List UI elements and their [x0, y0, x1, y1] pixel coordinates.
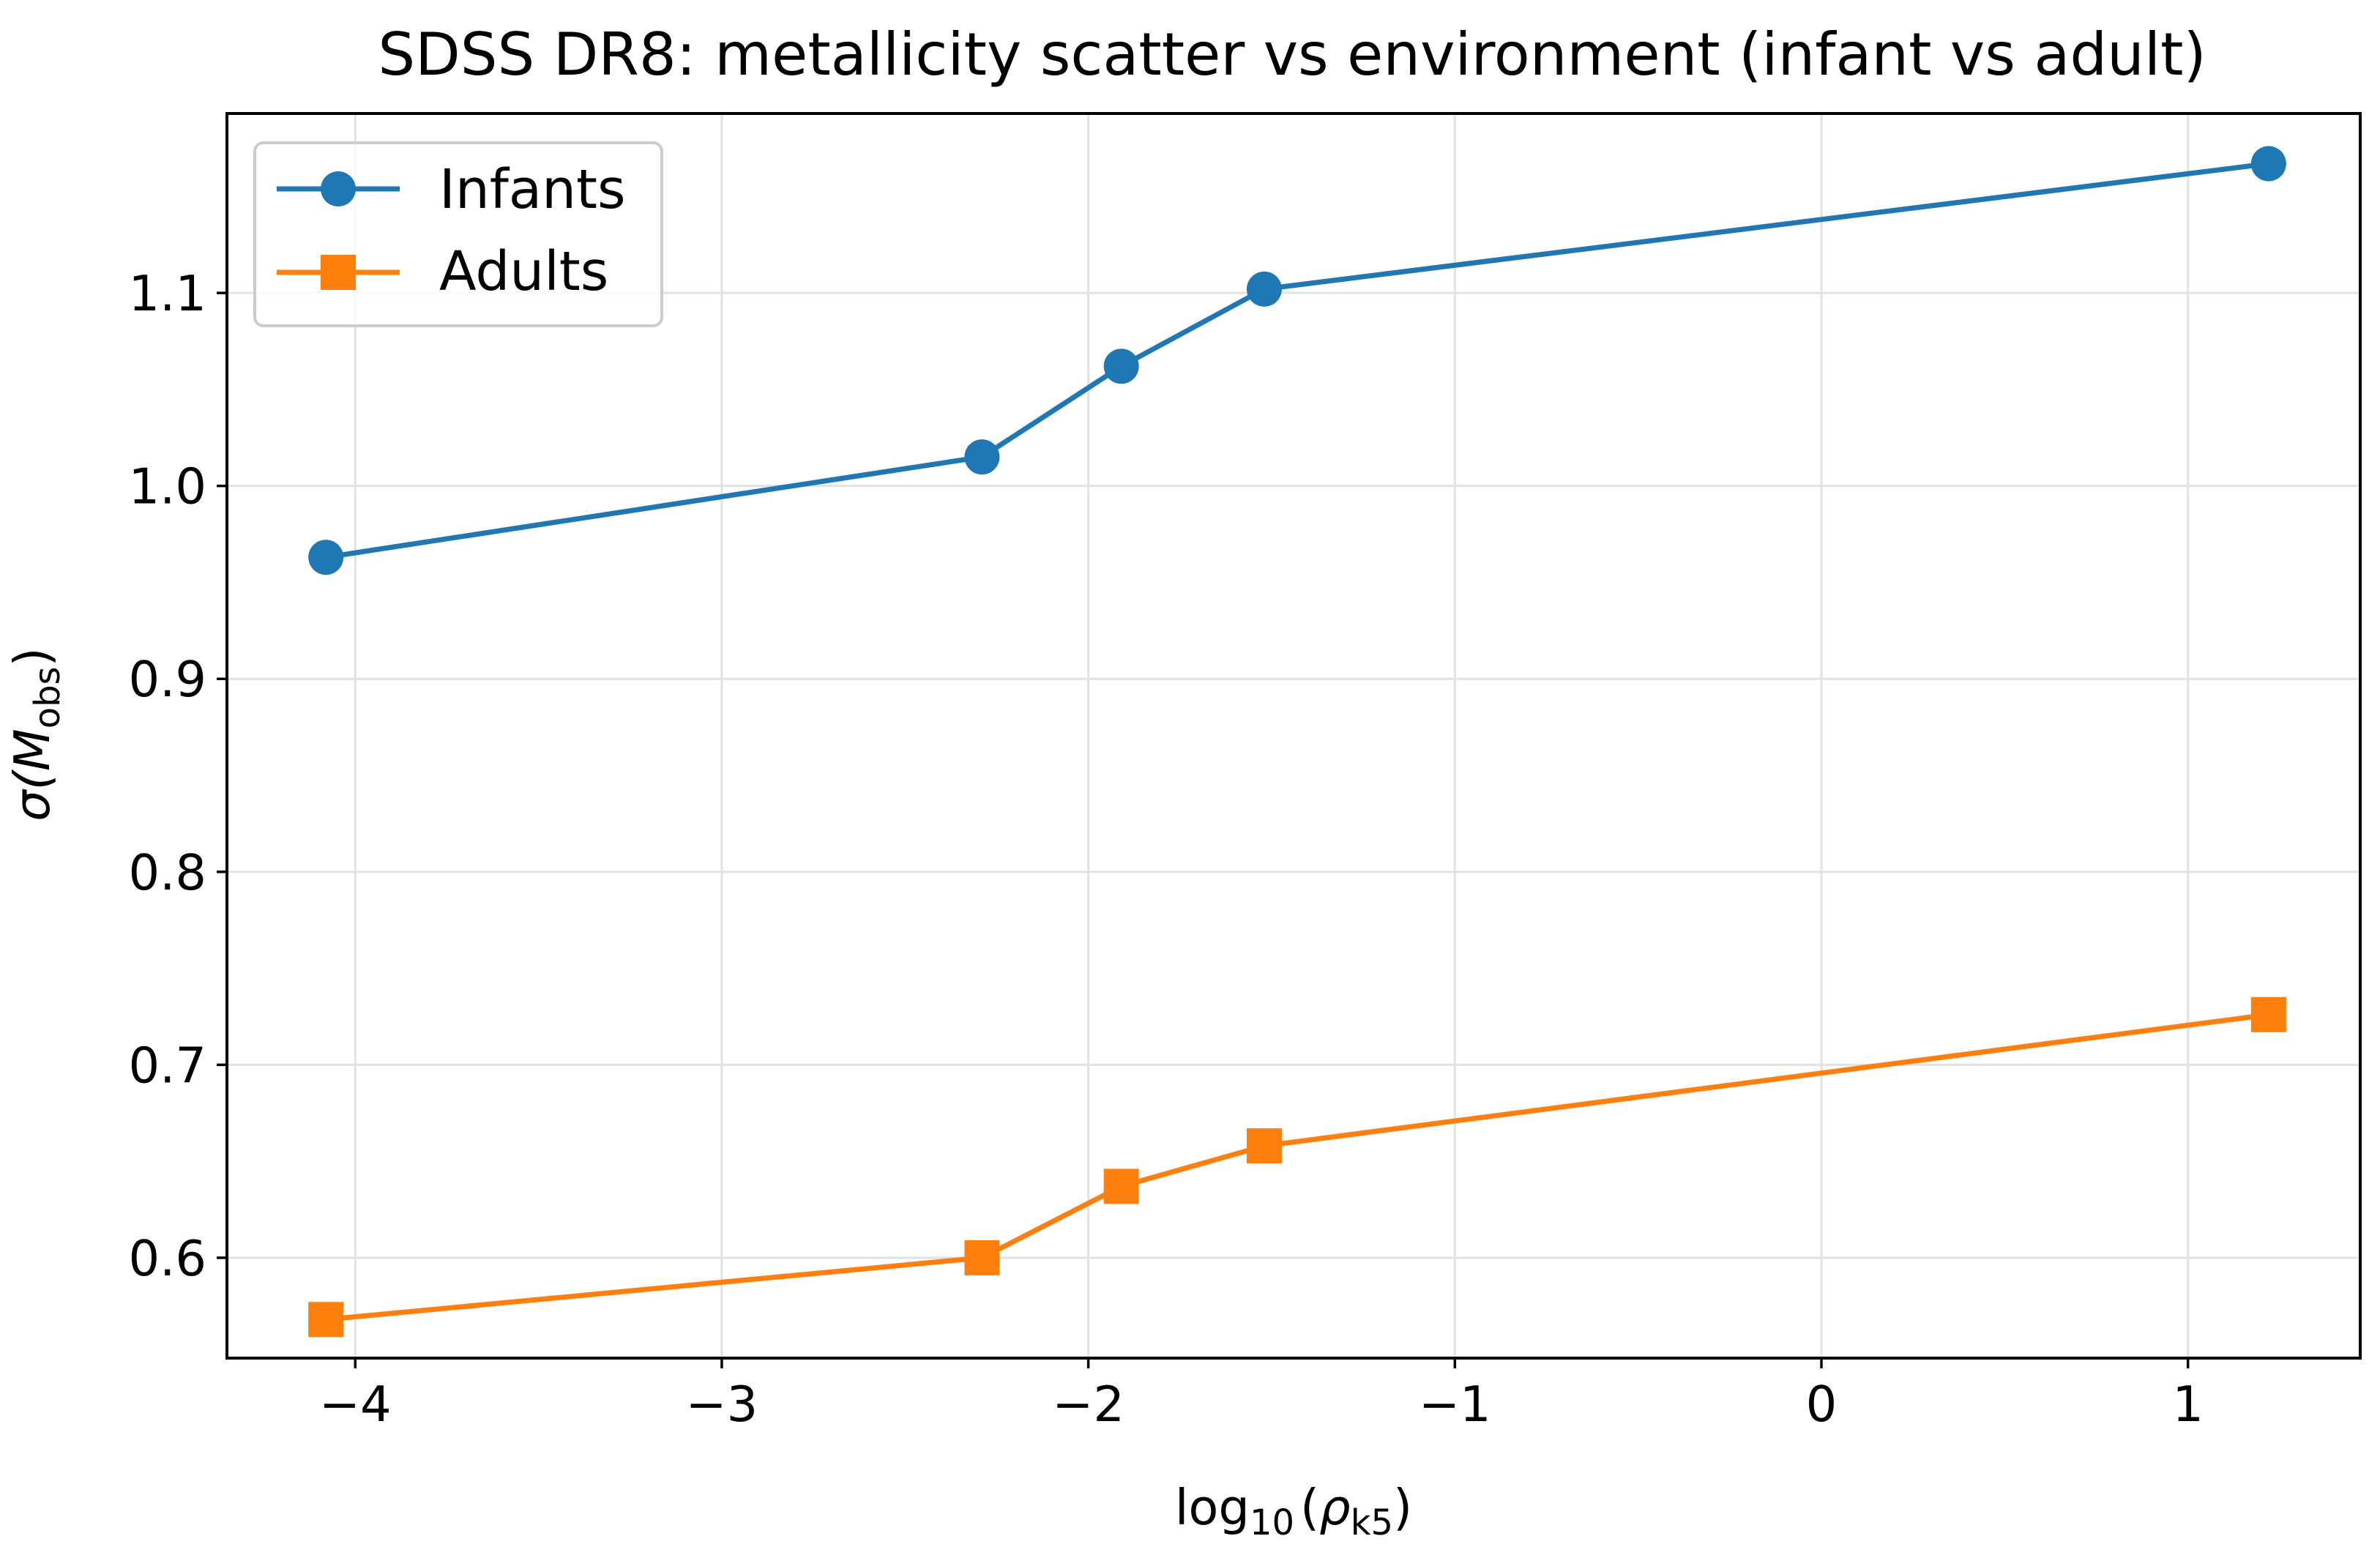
data-point-infants — [2250, 146, 2286, 182]
y-label-subscript: obs — [27, 666, 68, 728]
legend-label-adults: Adults — [439, 240, 608, 303]
y-label-symbol: σ( — [4, 769, 61, 821]
y-tick-label: 0.9 — [128, 651, 206, 708]
chart-title: SDSS DR8: metallicity scatter vs environ… — [378, 20, 2206, 89]
grid — [227, 113, 2360, 1358]
x-label-close-paren: ) — [1393, 1479, 1412, 1536]
data-point-adults — [2250, 996, 2286, 1032]
legend-label-infants: Infants — [439, 158, 626, 221]
y-tick-label: 1.0 — [128, 458, 206, 515]
data-point-infants — [1246, 271, 1282, 307]
data-point-adults — [1103, 1168, 1139, 1204]
x-tick-label: −4 — [319, 1376, 392, 1433]
data-point-adults — [964, 1240, 1000, 1275]
series-adults — [308, 996, 2286, 1338]
data-point-infants — [964, 439, 1000, 475]
data-point-adults — [1246, 1128, 1282, 1164]
x-axis-label: log10 (ρk5) — [1175, 1479, 1412, 1543]
y-tick-label: 0.8 — [128, 844, 206, 901]
y-axis-label: σ(Mobs) — [4, 647, 68, 821]
legend-entry-infants: Infants — [277, 158, 626, 221]
legend-marker-infants — [321, 171, 356, 206]
y-tick-label: 0.7 — [128, 1037, 206, 1094]
y-label-close-paren: ) — [4, 647, 61, 666]
data-point-infants — [1103, 348, 1139, 384]
x-tick-label: 1 — [2172, 1376, 2204, 1433]
x-label-symbol-subscript: k5 — [1351, 1502, 1393, 1543]
y-tick-label: 0.6 — [128, 1230, 206, 1287]
legend-marker-adults — [321, 255, 356, 290]
y-tick-label: 1.1 — [128, 265, 206, 322]
series-infants — [308, 146, 2286, 575]
legend-entry-adults: Adults — [277, 240, 608, 303]
x-tick-label: 0 — [1806, 1376, 1838, 1433]
x-tick-label: −1 — [1419, 1376, 1491, 1433]
x-label-base: log — [1175, 1479, 1250, 1536]
x-label-symbol: ρ — [1319, 1479, 1351, 1536]
y-label-variable: M — [4, 728, 61, 771]
x-tick-label: −2 — [1052, 1376, 1124, 1433]
axes-frame — [225, 112, 2362, 1360]
data-point-adults — [308, 1302, 344, 1338]
legend: Infants Adults — [253, 141, 663, 327]
x-tick-label: −3 — [686, 1376, 758, 1433]
x-label-base-subscript: 10 — [1250, 1502, 1294, 1543]
y-axis: 0.6 0.7 0.8 0.9 1.0 1.1 — [128, 265, 227, 1287]
series-layer — [308, 146, 2286, 1338]
x-label-open-paren: ( — [1300, 1479, 1319, 1536]
x-axis: −4 −3 −2 −1 0 1 — [319, 1358, 2204, 1433]
data-point-infants — [308, 540, 344, 575]
